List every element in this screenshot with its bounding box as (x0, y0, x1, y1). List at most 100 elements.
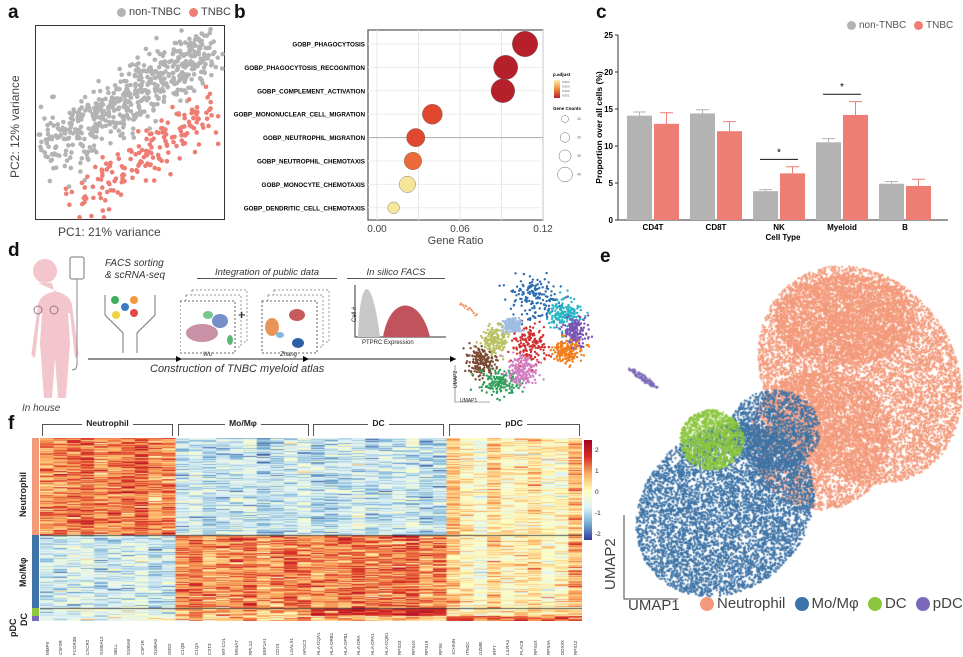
atlas-cell (513, 290, 517, 294)
atlas-cell (517, 316, 521, 320)
atlas-cell (510, 339, 514, 342)
pca-point-non-tnbc (124, 87, 129, 93)
pca-point-non-tnbc (170, 51, 176, 57)
pca-point-tnbc (136, 144, 142, 149)
atlas-cell (563, 334, 566, 338)
atlas-cell (570, 334, 573, 337)
atlas-cell (540, 293, 544, 296)
error-bar (633, 111, 646, 116)
atlas-cell (539, 340, 542, 344)
atlas-cell (528, 281, 532, 285)
atlas-cell (559, 359, 562, 363)
atlas-cell (526, 318, 530, 321)
pca-point-tnbc (143, 178, 149, 183)
pca-point-non-tnbc (112, 83, 118, 88)
atlas-cell (508, 360, 511, 363)
atlas-cell (498, 368, 502, 371)
atlas-cell (528, 353, 531, 357)
atlas-cell (551, 315, 555, 318)
go-dot-plot: GOBP_PHAGOCYTOSIS GOBP_PHAGOCYTOSIS_RECOG… (234, 29, 581, 247)
atlas-cell (517, 330, 520, 333)
atlas-cell (528, 308, 531, 312)
pca-point-non-tnbc (170, 70, 176, 76)
pca-point-non-tnbc (139, 109, 145, 115)
pca-point-tnbc (63, 186, 69, 192)
atlas-cell (517, 386, 520, 390)
atlas-cell (528, 292, 531, 296)
pca-point-non-tnbc (84, 152, 90, 157)
gene-label: DDX3X (559, 639, 565, 655)
pca-point-non-tnbc (147, 78, 153, 83)
pca-point-tnbc (147, 142, 153, 147)
atlas-cell (516, 321, 520, 324)
color-legend-tick: 0.002 (562, 89, 570, 93)
atlas-cell (557, 359, 560, 362)
atlas-cell (580, 353, 583, 356)
pca-point-tnbc (139, 147, 145, 153)
pca-point-tnbc (79, 201, 85, 207)
atlas-cell (516, 358, 519, 361)
pca-point-non-tnbc (44, 141, 50, 146)
legend-neutrophil: Neutrophil (717, 595, 786, 612)
atlas-cell (559, 308, 562, 311)
pca-point-non-tnbc (45, 122, 50, 128)
atlas-cell (499, 376, 502, 380)
atlas-cell (516, 326, 519, 329)
pca-point-non-tnbc (79, 156, 85, 161)
atlas-cell (525, 327, 528, 330)
pca-point-tnbc (100, 208, 106, 213)
atlas-cell (537, 314, 540, 318)
atlas-cell (508, 376, 512, 380)
atlas-cell (538, 286, 541, 290)
pca-point-non-tnbc (189, 77, 194, 82)
legend-size-title: Gene Counts (553, 106, 581, 111)
atlas-cell (541, 313, 544, 317)
pca-point-non-tnbc (86, 104, 91, 110)
atlas-cell (536, 359, 539, 363)
atlas-cell (569, 364, 572, 367)
atlas-cell (562, 323, 565, 326)
pca-point-tnbc (106, 207, 112, 212)
atlas-cell (489, 336, 492, 339)
gene-label: RPL13 (248, 641, 254, 655)
atlas-cell (507, 350, 510, 354)
pca-point-non-tnbc (67, 110, 73, 116)
atlas-cell (472, 361, 475, 364)
atlas-cell (531, 381, 534, 385)
myeloid-umap-scatter (615, 265, 963, 600)
pca-point-non-tnbc (63, 152, 68, 157)
pca-point-non-tnbc (111, 108, 117, 113)
pca-point-non-tnbc (104, 111, 110, 117)
pca-point-non-tnbc (172, 81, 177, 87)
atlas-cell (553, 292, 556, 296)
atlas-cell (496, 322, 500, 325)
pca-point-non-tnbc (152, 81, 157, 87)
atlas-cell (538, 346, 542, 349)
atlas-cell (555, 346, 559, 350)
pca-point-tnbc (174, 111, 179, 117)
atlas-cell (516, 374, 520, 378)
atlas-cell (512, 351, 515, 354)
atlas-cell (484, 360, 487, 364)
atlas-cell (460, 302, 462, 305)
pca-point-tnbc (128, 147, 133, 153)
pca-point-non-tnbc (131, 135, 137, 140)
atlas-cell (516, 323, 520, 326)
atlas-cell (490, 374, 493, 377)
pca-point-tnbc (163, 132, 169, 137)
atlas-cell (468, 342, 471, 345)
atlas-cell (571, 329, 575, 332)
atlas-cell (509, 307, 513, 311)
atlas-cell (526, 354, 529, 357)
pca-point-non-tnbc (145, 91, 150, 96)
atlas-cell (538, 297, 542, 300)
plus-sign: + (238, 307, 246, 322)
atlas-cell (495, 365, 498, 369)
gene-label: MS4A7 (234, 640, 240, 655)
pca-point-non-tnbc (156, 64, 162, 70)
bar-non-tnbc (753, 191, 778, 220)
atlas-cell (547, 345, 551, 349)
atlas-cell (511, 372, 514, 375)
atlas-cell (487, 338, 490, 342)
pca-point-non-tnbc (189, 53, 194, 59)
